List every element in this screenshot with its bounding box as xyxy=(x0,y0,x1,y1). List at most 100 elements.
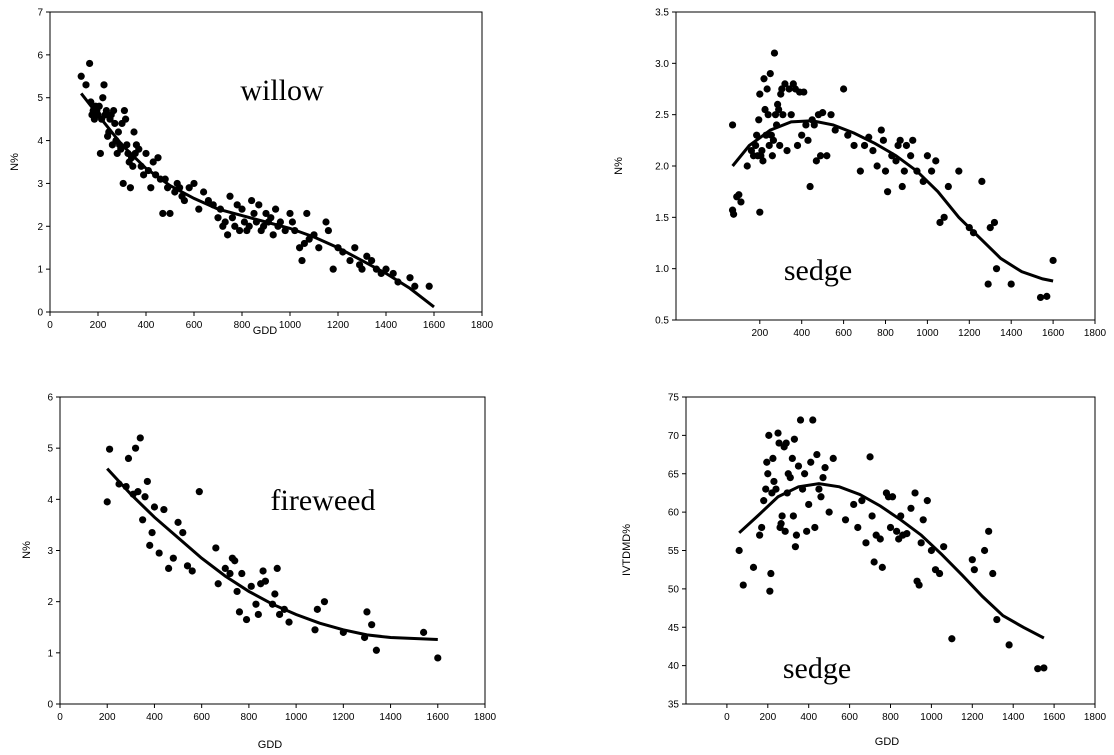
x-tick-label: 1600 xyxy=(423,320,446,331)
data-point xyxy=(782,439,790,447)
data-point xyxy=(131,444,140,452)
data-point xyxy=(165,564,173,573)
data-point xyxy=(126,184,134,192)
data-point xyxy=(936,218,944,227)
data-point xyxy=(743,162,751,170)
x-tick-label: 800 xyxy=(234,320,251,331)
data-point xyxy=(154,154,162,162)
data-point xyxy=(311,626,319,634)
data-point xyxy=(940,543,948,551)
data-point xyxy=(406,274,414,282)
data-point xyxy=(96,149,104,158)
data-point xyxy=(212,544,220,552)
data-point xyxy=(236,226,244,235)
x-tick-label: 1800 xyxy=(1084,712,1107,723)
plot-frame xyxy=(59,396,486,705)
y-tick-label: 3.0 xyxy=(655,59,669,70)
data-point xyxy=(122,115,130,123)
x-tick-label: 1800 xyxy=(1084,328,1107,339)
x-tick-label: 1000 xyxy=(285,712,308,723)
data-point xyxy=(102,106,110,115)
data-point xyxy=(825,508,833,516)
data-point xyxy=(275,610,284,619)
data-point xyxy=(807,458,815,466)
data-point xyxy=(935,569,944,578)
data-point xyxy=(363,252,371,260)
data-point xyxy=(878,563,886,571)
data-point xyxy=(900,167,908,175)
data-point xyxy=(881,167,890,175)
data-point xyxy=(788,454,796,462)
data-point xyxy=(204,196,212,205)
data-point xyxy=(850,500,858,509)
data-point xyxy=(986,224,994,232)
data-point xyxy=(200,188,208,196)
data-point xyxy=(873,162,881,170)
data-point xyxy=(114,128,122,136)
data-point xyxy=(775,439,783,447)
data-point xyxy=(778,512,786,520)
data-point xyxy=(142,149,150,158)
data-point xyxy=(993,615,1001,624)
data-point xyxy=(756,208,764,216)
y-tick-label: 5 xyxy=(47,444,53,455)
x-tick-label: 1200 xyxy=(961,712,984,723)
data-point xyxy=(866,453,874,461)
data-point xyxy=(907,152,915,160)
data-point xyxy=(766,70,774,78)
data-point xyxy=(759,157,767,165)
fit-curve xyxy=(731,119,1054,283)
data-point xyxy=(86,59,94,68)
data-point xyxy=(231,222,239,230)
x-tick-label: 400 xyxy=(138,320,155,331)
data-point xyxy=(810,121,818,129)
y-tick-label: 1.0 xyxy=(655,264,669,275)
x-tick-label: 1800 xyxy=(474,712,497,723)
y-tick-label: 35 xyxy=(668,700,680,711)
y-tick-label: 5 xyxy=(37,93,43,104)
data-point xyxy=(134,488,142,496)
y-tick-label: 3 xyxy=(37,179,43,190)
data-point xyxy=(235,608,244,616)
data-point xyxy=(190,179,198,188)
x-tick-label: 1600 xyxy=(1043,712,1066,723)
data-point xyxy=(139,516,147,524)
data-point xyxy=(794,462,803,470)
data-point xyxy=(146,541,154,549)
data-point xyxy=(858,497,866,505)
data-point xyxy=(255,201,263,209)
data-point xyxy=(756,90,764,98)
data-point xyxy=(1040,664,1048,672)
data-point xyxy=(923,497,931,505)
data-point xyxy=(174,518,182,526)
data-point xyxy=(221,564,229,573)
data-point xyxy=(179,528,187,537)
data-point xyxy=(888,493,897,501)
data-point xyxy=(813,450,821,459)
data-point xyxy=(231,557,239,565)
data-point xyxy=(815,485,823,493)
data-point xyxy=(879,136,888,144)
data-point xyxy=(764,470,772,478)
annotation-label: fireweed xyxy=(271,484,376,517)
data-point xyxy=(737,198,745,206)
data-point xyxy=(188,567,196,575)
y-tick-label: 2.5 xyxy=(655,110,669,121)
y-tick-label: 40 xyxy=(668,661,680,672)
data-point xyxy=(776,141,784,150)
data-point xyxy=(271,590,279,598)
data-point xyxy=(793,141,802,150)
x-tick-label: 800 xyxy=(877,328,894,339)
data-point xyxy=(233,201,241,209)
data-point xyxy=(800,88,808,96)
y-tick-label: 4 xyxy=(47,495,53,506)
data-point xyxy=(760,497,768,505)
data-point xyxy=(841,516,850,524)
y-tick-label: 65 xyxy=(668,469,680,480)
data-point xyxy=(919,516,927,524)
data-point xyxy=(774,429,782,437)
data-point xyxy=(105,445,114,453)
data-point xyxy=(902,141,911,150)
data-point xyxy=(411,282,419,290)
data-point xyxy=(1036,293,1045,302)
